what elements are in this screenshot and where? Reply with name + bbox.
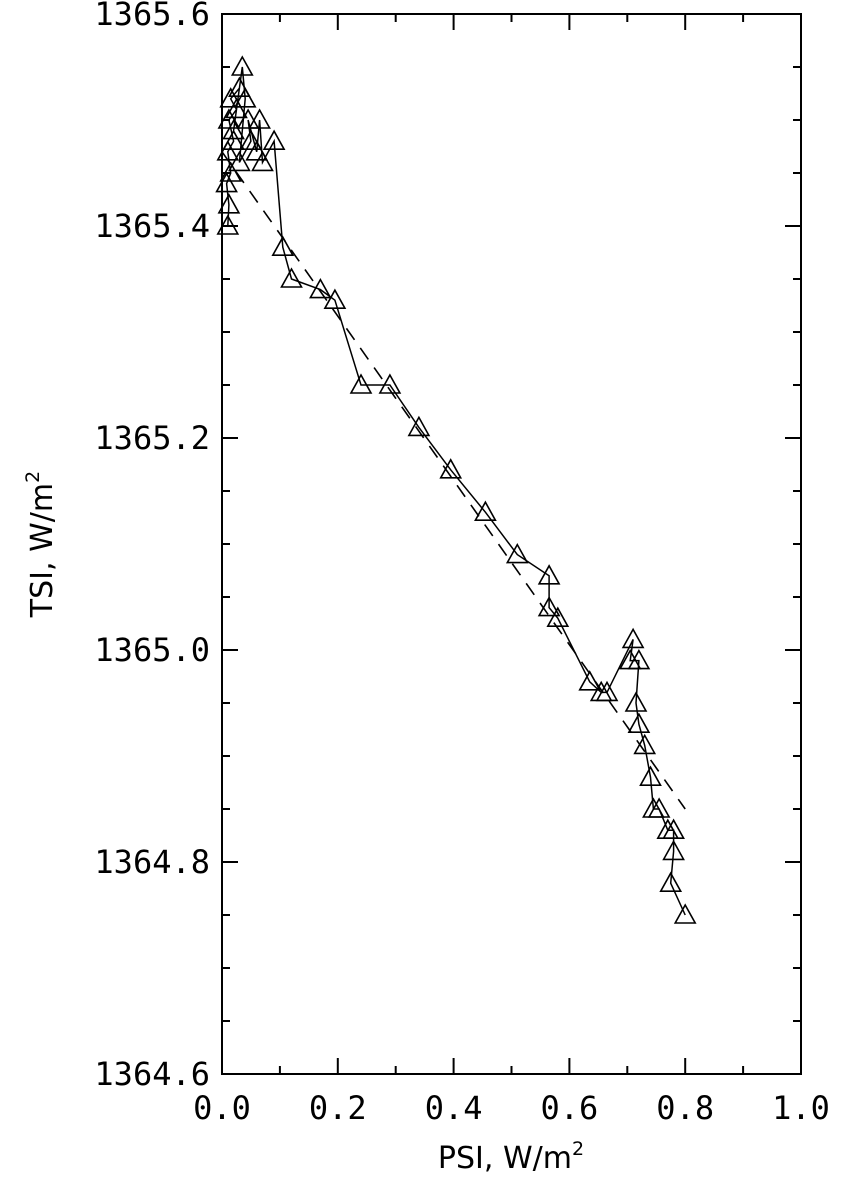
data-point-triangle [578, 670, 602, 691]
data-point-triangle [595, 680, 619, 702]
data-point-triangle [309, 277, 332, 299]
data-point-triangle [280, 267, 303, 288]
data-point-triangle [239, 129, 263, 150]
data-point-triangle [222, 129, 245, 150]
data-point-triangle [474, 500, 497, 522]
data-point-triangle [262, 129, 286, 150]
data-point-triangle [245, 140, 269, 161]
data-point-triangle [216, 140, 240, 161]
data-point-triangle [505, 542, 529, 564]
data-point-triangle [225, 97, 248, 119]
data-point-triangle [215, 171, 238, 193]
data-point-triangle [546, 606, 570, 628]
data-point-triangle [662, 818, 685, 840]
x-tick-label: 0.2 [309, 1089, 367, 1127]
data-point-triangle [624, 691, 648, 712]
data-point-triangle [378, 373, 402, 394]
data-point-triangle [251, 150, 274, 172]
data-point-triangle [323, 288, 347, 310]
data-point-triangle [233, 87, 257, 108]
series-line-layer [225, 66, 686, 916]
data-point-triangle [228, 76, 251, 97]
data-point-triangle [662, 839, 685, 861]
y-tick-label: 1365.4 [94, 207, 210, 245]
data-point-triangle [439, 458, 463, 479]
y-tick-label: 1365.2 [94, 419, 210, 457]
series-line [225, 66, 686, 916]
y-tick-label: 1365.0 [94, 631, 210, 669]
data-point-triangle [627, 648, 651, 670]
marker-layer [215, 55, 697, 924]
data-point-triangle [621, 627, 645, 649]
data-point-triangle [627, 712, 651, 734]
x-axis-ticks: 0.0 0.2 0.4 0.6 0.8 1.0 [193, 14, 830, 1127]
data-point-triangle [219, 87, 243, 108]
y-axis-ticks: 1364.6 1364.8 1365.0 1365.2 1365.4 1365.6 [94, 0, 801, 1093]
x-tick-label: 0.4 [425, 1089, 483, 1127]
data-point-triangle [228, 150, 251, 172]
x-tick-label: 0.6 [541, 1089, 599, 1127]
data-point-triangle [537, 564, 561, 585]
data-point-triangle [633, 733, 657, 755]
data-point-triangle [222, 118, 245, 140]
plot-frame [221, 13, 802, 1075]
x-tick-label: 0.0 [193, 1089, 251, 1127]
data-point-triangle [407, 415, 431, 437]
data-point-triangle [216, 214, 240, 235]
data-point-triangle [349, 373, 373, 394]
y-axis-title: TSI, W/m2 [22, 471, 60, 618]
data-point-triangle [230, 55, 254, 76]
y-tick-label: 1364.8 [94, 843, 210, 881]
data-point-triangle [659, 871, 683, 893]
data-point-triangle [248, 108, 271, 129]
data-point-triangle [537, 595, 561, 617]
data-point-triangle [639, 765, 662, 787]
fit-line-layer [221, 151, 686, 810]
y-tick-label: 1365.6 [94, 0, 210, 33]
y-tick-label: 1364.6 [94, 1055, 210, 1093]
regression-fit-line [221, 151, 686, 810]
data-point-triangle [219, 161, 243, 182]
data-point-triangle [217, 193, 241, 214]
data-point-triangle [236, 108, 260, 129]
x-axis-title: PSI, W/m2 [438, 1138, 584, 1176]
data-point-triangle [673, 903, 697, 924]
x-tick-label: 0.8 [656, 1089, 714, 1127]
x-tick-label: 1.0 [772, 1089, 830, 1127]
data-point-triangle [271, 235, 295, 256]
data-point-triangle [647, 797, 671, 818]
